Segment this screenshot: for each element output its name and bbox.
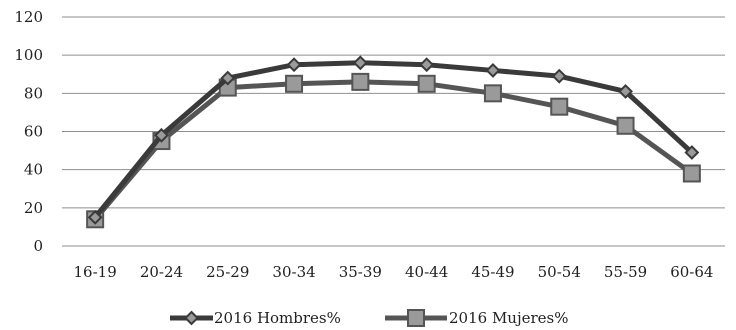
y-axis-ticks: 0 20 40 60 80 100 120 — [14, 8, 43, 255]
legend-marker — [407, 309, 425, 327]
y-tick-label: 120 — [14, 8, 43, 26]
x-tick-label: 35-39 — [339, 263, 382, 281]
data-point — [419, 57, 435, 73]
data-point — [682, 164, 701, 183]
x-tick-label: 25-29 — [206, 263, 249, 281]
legend-item: 2016 Mujeres% — [385, 309, 569, 327]
data-point — [684, 145, 700, 160]
x-tick-label: 20-24 — [140, 263, 183, 281]
y-tick-label: 40 — [24, 161, 43, 179]
data-point — [351, 72, 370, 91]
x-tick-label: 30-34 — [272, 263, 315, 281]
series-line — [92, 60, 695, 220]
data-point — [417, 74, 436, 93]
data-point — [352, 55, 368, 71]
x-tick-label: 40-44 — [405, 263, 448, 281]
y-tick-label: 100 — [14, 46, 43, 64]
x-tick-label: 55-59 — [604, 263, 647, 281]
x-tick-label: 50-54 — [538, 263, 581, 281]
y-tick-label: 20 — [24, 199, 43, 217]
series-hombres — [87, 55, 700, 225]
x-tick-label: 45-49 — [471, 263, 514, 281]
y-tick-label: 0 — [33, 237, 43, 255]
legend: 2016 Hombres% 2016 Mujeres% — [170, 309, 569, 327]
data-point — [550, 97, 569, 116]
legend-label: 2016 Mujeres% — [449, 309, 569, 327]
x-axis-ticks: 16-19 20-24 25-29 30-34 35-39 40-44 45-49 50-54… — [74, 263, 714, 281]
data-point — [616, 116, 635, 135]
series-line — [92, 79, 695, 222]
x-tick-label: 16-19 — [74, 263, 117, 281]
data-point — [154, 127, 169, 143]
legend-label: 2016 Hombres% — [214, 309, 341, 327]
data-point — [483, 84, 502, 103]
data-point — [485, 63, 501, 78]
data-point — [618, 84, 633, 99]
data-point — [87, 209, 103, 225]
data-point — [551, 68, 567, 84]
x-tick-label: 60-64 — [670, 263, 713, 281]
legend-marker — [184, 310, 199, 326]
data-point — [285, 74, 304, 93]
data-point — [286, 57, 302, 73]
series-mujeres — [86, 72, 701, 229]
y-tick-label: 60 — [24, 123, 43, 141]
data-point — [220, 70, 236, 86]
y-tick-label: 80 — [24, 84, 43, 102]
series-group — [86, 55, 701, 229]
legend-item: 2016 Hombres% — [170, 309, 341, 327]
